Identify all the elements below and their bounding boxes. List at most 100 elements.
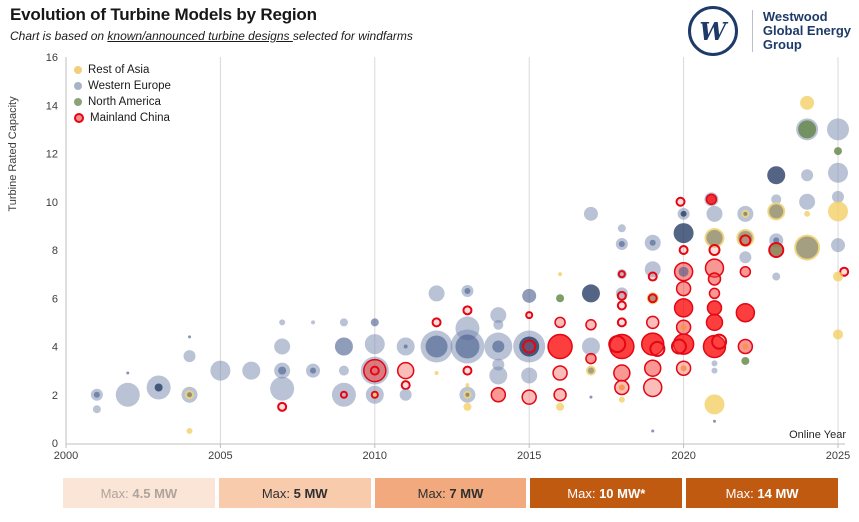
bubble-mcr (616, 290, 627, 301)
bubble-mcp (585, 319, 597, 331)
max-box-value: 10 MW* (599, 485, 646, 501)
max-capacity-boxes: Max: 4.5 MW Max: 5 MW Max: 7 MW Max: 10 MW*… (63, 478, 838, 508)
bubble-mc (739, 265, 752, 278)
bubble-we (827, 118, 849, 141)
legend-item-3: Mainland China (74, 110, 171, 126)
bubble-ol (585, 365, 596, 376)
bubble-we (493, 319, 504, 330)
bubble-dot (712, 419, 716, 423)
bubble-we (521, 367, 538, 384)
y-tick-label: 12 (46, 149, 58, 161)
bubble-ol (704, 227, 725, 248)
max-box-value: 4.5 MW (132, 485, 178, 501)
bubble-we (364, 334, 385, 355)
bubble-mcr (768, 242, 785, 258)
logo-text: Westwood Global Energy Group (762, 9, 851, 52)
x-tick-label: 2025 (826, 450, 850, 462)
bubble-mcb (705, 193, 718, 206)
bubble-roa (828, 201, 848, 222)
bubble-mcb (735, 302, 756, 323)
max-box-prefix: Max: (567, 485, 600, 501)
bubble-roa (556, 402, 565, 411)
legend-item-1: Western Europe (74, 78, 171, 94)
logo-w-icon: W (687, 6, 738, 56)
bubble-we (771, 194, 782, 205)
max-box-prefix: Max: (100, 485, 133, 501)
bubble-roa (800, 95, 815, 110)
bubble-we (799, 193, 816, 210)
bubble-mc (490, 387, 507, 403)
bubble-roa (833, 271, 843, 282)
max-box-value: 14 MW (757, 485, 799, 501)
bubble-wed (310, 367, 317, 374)
bubble-we (711, 367, 718, 374)
bubble-we (581, 337, 600, 356)
westwood-logo: W Westwood Global Energy Group (687, 6, 851, 56)
bubble-roa (186, 427, 193, 434)
bubble-mcr (670, 338, 687, 355)
bubble-we (711, 360, 718, 367)
bubble-mcr (400, 380, 411, 391)
legend-label: North America (88, 96, 161, 108)
bubble-we (706, 205, 723, 222)
bubble-mcp (552, 365, 568, 381)
bubble-wed (649, 239, 656, 246)
legend-label: Western Europe (88, 80, 171, 92)
bubble-mcp (553, 388, 567, 402)
bubble-org (742, 343, 749, 350)
max-box-value: 5 MW (293, 485, 328, 501)
bubble-roa (372, 392, 377, 397)
bubble-we (644, 261, 661, 278)
bubble-we (772, 272, 781, 281)
legend-dot-icon (74, 113, 84, 123)
bubble-mcb (673, 298, 694, 318)
bubble-mcr (522, 339, 537, 354)
max-box-value: 7 MW (449, 485, 484, 501)
bubble-we (583, 206, 598, 221)
bubble-mc (707, 272, 722, 286)
bubble-roa (558, 272, 563, 277)
max-box-4: Max: 14 MW (686, 478, 838, 508)
bubble-wed (455, 334, 480, 359)
bubble-mcr (839, 266, 850, 277)
bubble-we (801, 169, 814, 182)
bubble-na (741, 356, 750, 365)
logo-divider (751, 10, 753, 52)
bubble-na (798, 120, 817, 139)
bubble-na (834, 147, 842, 156)
bubble-wed (278, 366, 287, 375)
bubble-na (556, 294, 565, 303)
bubble-we (242, 361, 261, 380)
x-tick-label: 2010 (363, 450, 387, 462)
bubble-ol (794, 234, 821, 261)
bubble-mcr (708, 244, 721, 256)
bubble-roa (804, 210, 811, 217)
bubble-roa (618, 396, 625, 403)
legend-item-2: North America (74, 94, 171, 110)
bubble-ol (185, 390, 195, 400)
legend-item-0: Rest of Asia (74, 62, 171, 78)
bubble-mcr (608, 335, 627, 354)
bubble-mcp (554, 316, 566, 329)
x-tick-label: 2015 (517, 450, 541, 462)
bubble-wed (492, 340, 505, 353)
bubble-mcb (547, 333, 573, 360)
bubble-we (311, 320, 316, 325)
bubble-wed (334, 337, 353, 356)
bubble-mcr (462, 365, 473, 376)
bubble-we (339, 318, 348, 327)
bubble-nav (767, 166, 786, 185)
bubble-we (489, 366, 508, 385)
legend-dot-icon (74, 98, 82, 106)
bubble-we (183, 350, 196, 363)
bubble-wed (464, 288, 471, 295)
x-tick-label: 2005 (208, 450, 232, 462)
bubble-we (331, 382, 356, 407)
bubble-mc (585, 352, 597, 365)
max-box-1: Max: 5 MW (218, 478, 371, 508)
bubble-roa (463, 402, 472, 411)
bubble-wed (773, 237, 780, 244)
bubble-roa (465, 383, 470, 388)
y-tick-label: 14 (46, 100, 58, 112)
